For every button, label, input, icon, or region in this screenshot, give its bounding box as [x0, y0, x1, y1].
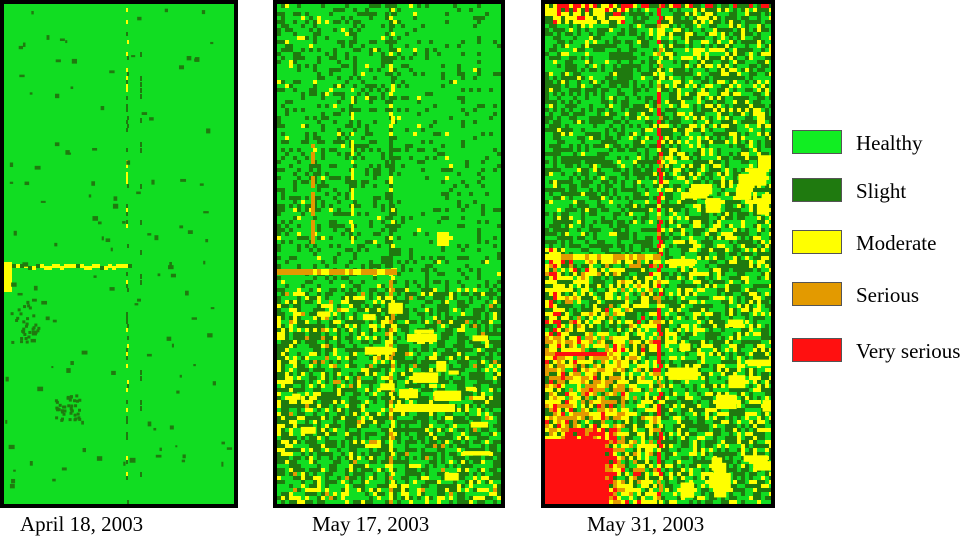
legend-swatch-slight	[792, 178, 842, 202]
legend-label-serious: Serious	[856, 283, 919, 307]
stress-map-may-31	[545, 4, 771, 504]
legend-label-very-serious: Very serious	[856, 339, 961, 363]
legend-label-moderate: Moderate	[856, 231, 937, 255]
legend-swatch-moderate	[792, 230, 842, 254]
legend-label-slight: Slight	[856, 179, 907, 203]
caption-may-17: May 17, 2003	[312, 512, 430, 536]
map-panel-april-18	[0, 0, 238, 508]
legend-swatch-very-serious	[792, 338, 842, 362]
legend-label-healthy: Healthy	[856, 131, 923, 155]
map-panel-may-17	[273, 0, 505, 508]
stress-map-april-18	[4, 4, 234, 504]
stress-map-may-17	[277, 4, 501, 504]
caption-april-18: April 18, 2003	[20, 512, 144, 536]
caption-may-31: May 31, 2003	[587, 512, 705, 536]
map-panel-may-31	[541, 0, 775, 508]
legend-swatch-serious	[792, 282, 842, 306]
legend-swatch-healthy	[792, 130, 842, 154]
